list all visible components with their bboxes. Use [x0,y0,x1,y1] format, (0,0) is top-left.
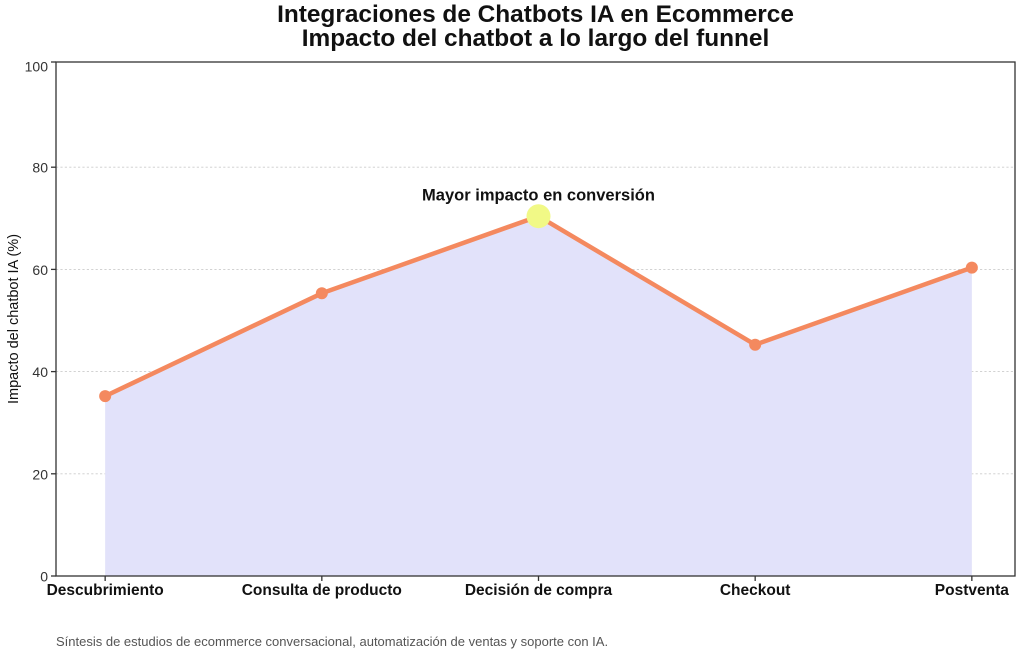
svg-text:Checkout: Checkout [720,582,791,599]
svg-text:Consulta de producto: Consulta de producto [242,582,402,599]
svg-text:60: 60 [32,262,48,278]
svg-text:40: 40 [32,364,48,380]
svg-text:Postventa: Postventa [935,582,1009,599]
svg-text:Mayor impacto en conversión: Mayor impacto en conversión [422,187,655,205]
svg-text:Descubrimiento: Descubrimiento [47,582,164,599]
svg-text:Síntesis de estudios de ecomme: Síntesis de estudios de ecommerce conver… [56,634,608,649]
svg-text:Decisión de compra: Decisión de compra [465,582,613,599]
svg-text:20: 20 [32,466,48,482]
svg-text:80: 80 [32,160,48,176]
svg-text:100: 100 [25,59,49,75]
svg-text:Impacto del chatbot IA (%): Impacto del chatbot IA (%) [6,234,22,404]
